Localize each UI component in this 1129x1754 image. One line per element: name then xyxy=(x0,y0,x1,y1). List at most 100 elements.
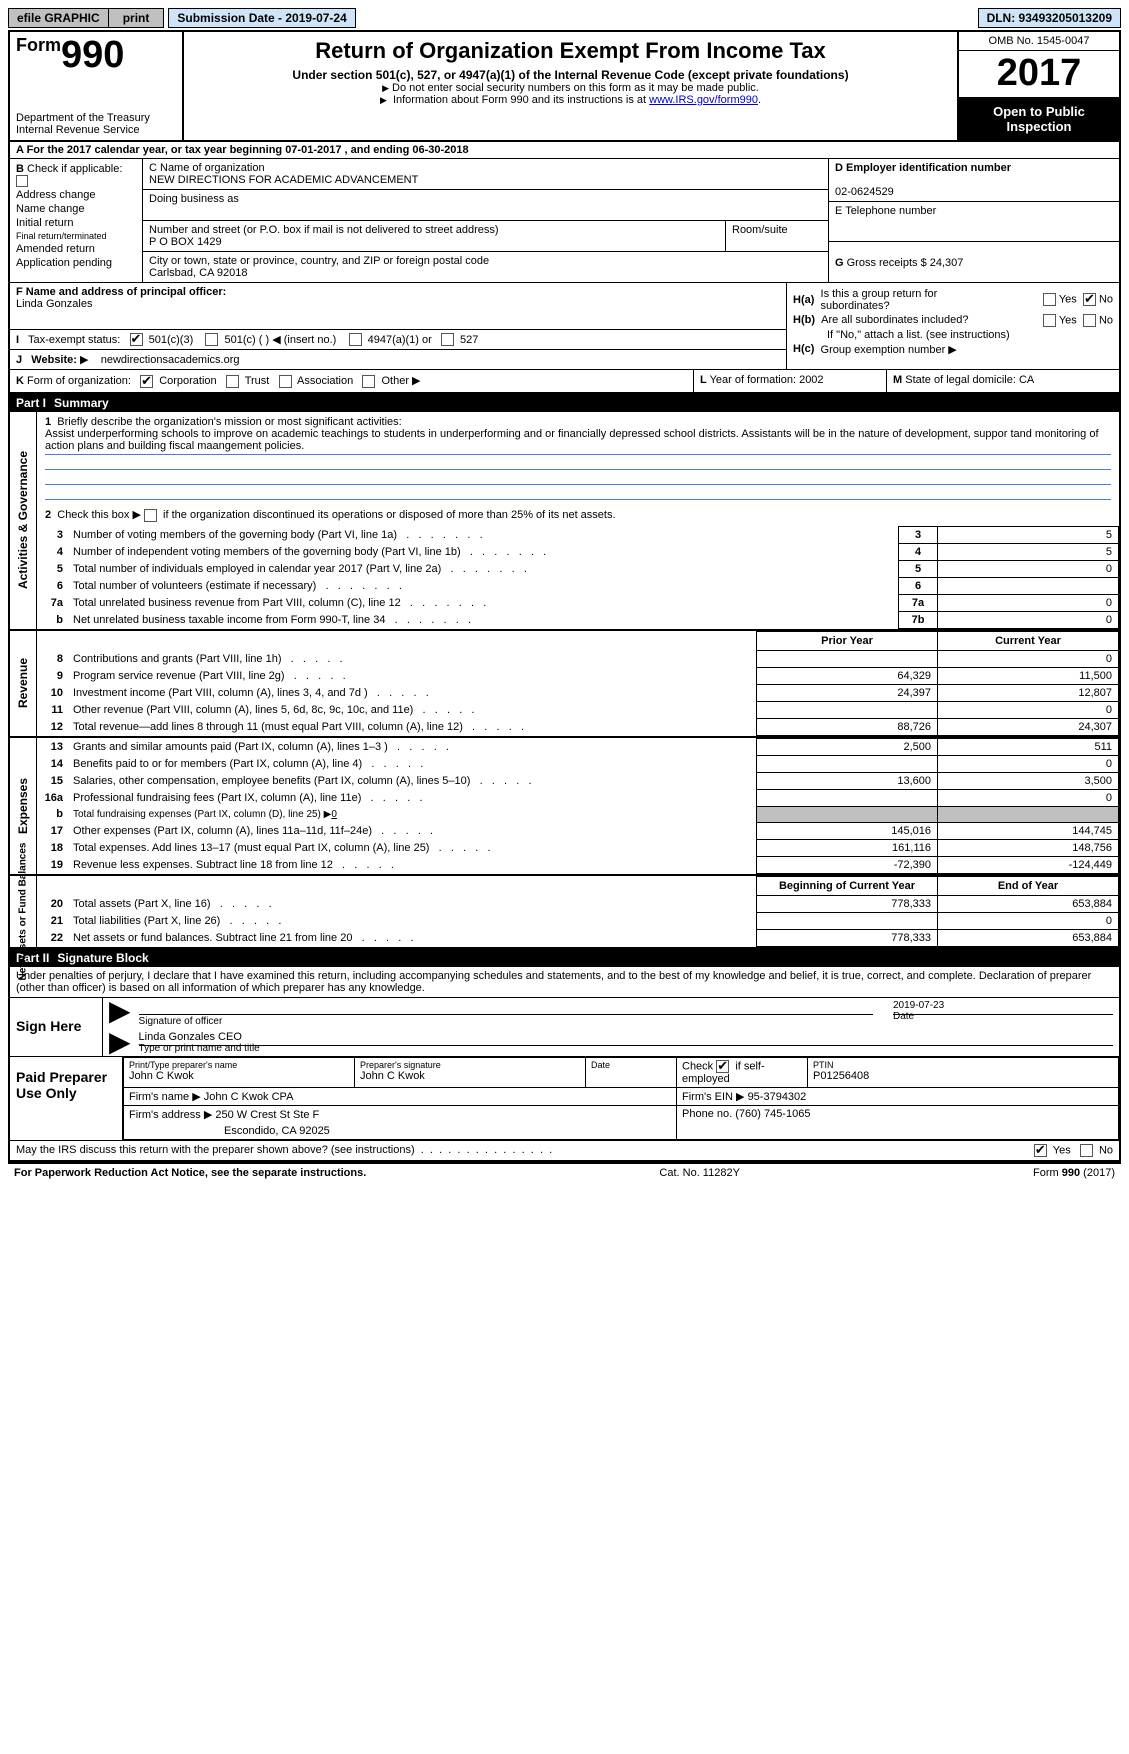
sig-date-lbl: Date xyxy=(893,1011,914,1022)
cb-discontinued[interactable] xyxy=(144,509,157,522)
cb-501c[interactable] xyxy=(205,333,218,346)
mission-blank2 xyxy=(45,470,1111,485)
mission-text: Assist underperforming schools to improv… xyxy=(45,428,1111,455)
data-row: 13 Grants and similar amounts paid (Part… xyxy=(37,738,1119,755)
sig-officer-row: ▶ Signature of officer 2019-07-23 Date xyxy=(103,998,1119,1029)
gross-receipts: Gross receipts $ 24,307 xyxy=(847,257,964,269)
footer-mid: Cat. No. 11282Y xyxy=(659,1167,740,1179)
row-n: 15 xyxy=(37,772,69,789)
prior-val: 24,397 xyxy=(757,684,938,701)
cb-4947[interactable] xyxy=(349,333,362,346)
firm-name-lbl: Firm's name ▶ xyxy=(129,1091,201,1103)
ein-cell: D Employer identification number 02-0624… xyxy=(829,159,1119,202)
current-val: -124,449 xyxy=(938,856,1119,873)
l-lbl: L xyxy=(700,374,707,386)
data-row: 15 Salaries, other compensation, employe… xyxy=(37,772,1119,789)
cb-discuss-no[interactable] xyxy=(1080,1144,1093,1157)
ha-yes: Yes xyxy=(1059,294,1077,306)
efile-button[interactable]: efile GRAPHIC xyxy=(8,8,108,28)
cb-self-employed[interactable] xyxy=(716,1060,729,1073)
hb-note-row: If "No," attach a list. (see instruction… xyxy=(793,329,1113,341)
cb-app-lbl: Application pending xyxy=(16,257,112,269)
cb-501c3[interactable] xyxy=(130,333,143,346)
row-desc: Net assets or fund balances. Subtract li… xyxy=(69,929,757,946)
preparer-body: Print/Type preparer's nameJohn C Kwok Pr… xyxy=(123,1057,1119,1140)
officer-cell: F Name and address of principal officer:… xyxy=(10,283,786,330)
row-desc: Professional fundraising fees (Part IX, … xyxy=(69,789,757,806)
discuss-yes: Yes xyxy=(1053,1144,1071,1156)
row-box: 7a xyxy=(899,594,938,611)
sig-name-lbl: Type or print name and title xyxy=(139,1043,260,1054)
row-desc: Total fundraising expenses (Part IX, col… xyxy=(69,806,757,822)
table-rev: Prior Year Current Year8 Contributions a… xyxy=(37,631,1119,736)
col-l: L Year of formation: 2002 xyxy=(694,370,887,392)
cb-discuss-yes[interactable] xyxy=(1034,1144,1047,1157)
row-desc: Number of voting members of the governin… xyxy=(69,526,899,543)
row-n: 9 xyxy=(37,667,69,684)
cb-amend-row: Amended return xyxy=(16,243,136,255)
prep-row3: Firm's address ▶ 250 W Crest St Ste F Ph… xyxy=(124,1105,1119,1123)
cb-hb-yes[interactable] xyxy=(1043,314,1056,327)
footer-left: For Paperwork Reduction Act Notice, see … xyxy=(14,1167,366,1179)
hc-row: H(c) Group exemption number ▶ xyxy=(793,343,1113,356)
row-n: 20 xyxy=(37,895,69,912)
firm-addr1: 250 W Crest St Ste F xyxy=(215,1109,319,1121)
row-n: 12 xyxy=(37,718,69,735)
current-val: 0 xyxy=(938,755,1119,772)
k-assoc: Association xyxy=(297,375,353,387)
cb-trust[interactable] xyxy=(226,375,239,388)
data-row: 12 Total revenue—add lines 8 through 11 … xyxy=(37,718,1119,735)
prep-date-lbl: Date xyxy=(591,1060,671,1070)
data-row: 20 Total assets (Part X, line 16) . . . … xyxy=(37,895,1119,912)
row-n: 16a xyxy=(37,789,69,806)
footer-right: Form 990 (2017) xyxy=(1033,1167,1115,1179)
prep-row1: Print/Type preparer's nameJohn C Kwok Pr… xyxy=(124,1057,1119,1087)
cb-hb-no[interactable] xyxy=(1083,314,1096,327)
cb-app-row: Application pending xyxy=(16,257,136,269)
cb-ha-no[interactable] xyxy=(1083,293,1096,306)
line1-n: 1 xyxy=(45,416,51,428)
row-desc: Program service revenue (Part VIII, line… xyxy=(69,667,757,684)
mission-blank1 xyxy=(45,455,1111,470)
print-button[interactable]: print xyxy=(108,8,165,28)
preparer-lbl: Paid Preparer Use Only xyxy=(10,1057,123,1140)
fundraising-val: 0 xyxy=(331,809,337,820)
page-footer: For Paperwork Reduction Act Notice, see … xyxy=(8,1164,1121,1182)
row-n: 11 xyxy=(37,701,69,718)
prep-name-lbl: Print/Type preparer's name xyxy=(129,1060,349,1070)
row-val: 5 xyxy=(938,543,1119,560)
vtab-exp-lbl: Expenses xyxy=(16,778,30,834)
sig-name-row: ▶ Linda Gonzales CEO Type or print name … xyxy=(103,1029,1119,1056)
sig-arrow-icon: ▶ xyxy=(109,1000,131,1027)
tax-year: 2017 xyxy=(959,51,1119,98)
row-desc: Total unrelated business revenue from Pa… xyxy=(69,594,899,611)
cb-assoc[interactable] xyxy=(279,375,292,388)
m-lbl: M xyxy=(893,374,902,386)
row-n: b xyxy=(37,806,69,822)
current-shade xyxy=(938,806,1119,822)
discuss-txt: May the IRS discuss this return with the… xyxy=(16,1144,415,1157)
note2-pre: Information about Form 990 and its instr… xyxy=(393,94,649,106)
hb-row: H(b) Are all subordinates included? Yes … xyxy=(793,314,1113,327)
cb-527[interactable] xyxy=(441,333,454,346)
cb-ha-yes[interactable] xyxy=(1043,293,1056,306)
col-c: C Name of organization NEW DIRECTIONS FO… xyxy=(143,159,829,282)
row-val: 5 xyxy=(938,526,1119,543)
row-desc: Salaries, other compensation, employee b… xyxy=(69,772,757,789)
row-desc: Number of independent voting members of … xyxy=(69,543,899,560)
cb-other[interactable] xyxy=(362,375,375,388)
current-val: 0 xyxy=(938,701,1119,718)
form-header: Form990 Department of the Treasury Inter… xyxy=(10,32,1119,142)
cb-applicable[interactable] xyxy=(16,175,28,187)
cb-name-lbl: Name change xyxy=(16,203,85,215)
irs-link[interactable]: www.IRS.gov/form990 xyxy=(649,94,758,106)
website: newdirectionsacademics.org xyxy=(101,354,240,366)
org-name-lbl: C Name of organization xyxy=(149,162,265,174)
vtab-net-lbl: Net Assets or Fund Balances xyxy=(18,842,29,980)
cb-corp[interactable] xyxy=(140,375,153,388)
part2-pt: Signature Block xyxy=(57,951,148,965)
prior-val xyxy=(757,755,938,772)
cb-init-lbl: Initial return xyxy=(16,217,73,229)
row-desc: Revenue less expenses. Subtract line 18 … xyxy=(69,856,757,873)
firm-name: John C Kwok CPA xyxy=(204,1091,294,1103)
